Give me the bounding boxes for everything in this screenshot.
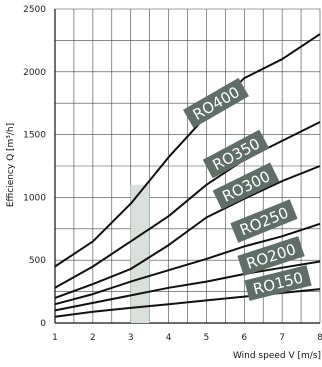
shaded-region	[130, 184, 150, 323]
x-tick-label: 3	[128, 333, 134, 343]
x-tick-label: 7	[279, 333, 285, 343]
series-line-ro200	[54, 260, 321, 312]
series-label-box	[244, 265, 312, 301]
y-tick-label: 1500	[23, 131, 46, 141]
x-axis-label: Wind speed V [m/s]	[233, 351, 321, 361]
series-line-ro400	[54, 33, 321, 268]
series-label-ro150: RO150	[244, 265, 312, 301]
series-label-box	[202, 129, 270, 179]
y-tick-label: 2500	[23, 5, 46, 15]
y-tick-label: 0	[40, 319, 46, 329]
y-tick-label: 1000	[23, 193, 46, 203]
x-tick-label: 1	[52, 333, 58, 343]
x-tick-label: 2	[90, 333, 96, 343]
series-label-box	[212, 162, 280, 210]
series-label-ro250: RO250	[230, 199, 298, 243]
tick-labels: 1 2 3 4 5 6 7 8 0 500 1000 1500 2000 2500	[23, 5, 322, 343]
x-tick-label: 5	[204, 333, 210, 343]
series-line-ro250	[54, 222, 321, 306]
series-line-ro350	[54, 121, 321, 289]
series-label-box	[183, 77, 249, 129]
series-lines	[54, 33, 321, 318]
x-tick-label: 4	[166, 333, 172, 343]
series-label-text: RO300	[219, 167, 273, 205]
y-axis-label: Efficiency Q [m³/h]	[6, 123, 16, 207]
y-tick-label: 500	[29, 256, 46, 266]
x-tick-label: 8	[317, 333, 322, 343]
series-label-box	[230, 199, 298, 243]
series-label-text: RO250	[237, 204, 291, 240]
series-label-box	[237, 236, 305, 276]
series-line-ro300	[54, 165, 321, 299]
series-label-text: RO350	[210, 135, 263, 175]
shaded-band	[130, 184, 150, 323]
y-tick-label: 2000	[23, 68, 46, 78]
x-tick-label: 6	[241, 333, 247, 343]
